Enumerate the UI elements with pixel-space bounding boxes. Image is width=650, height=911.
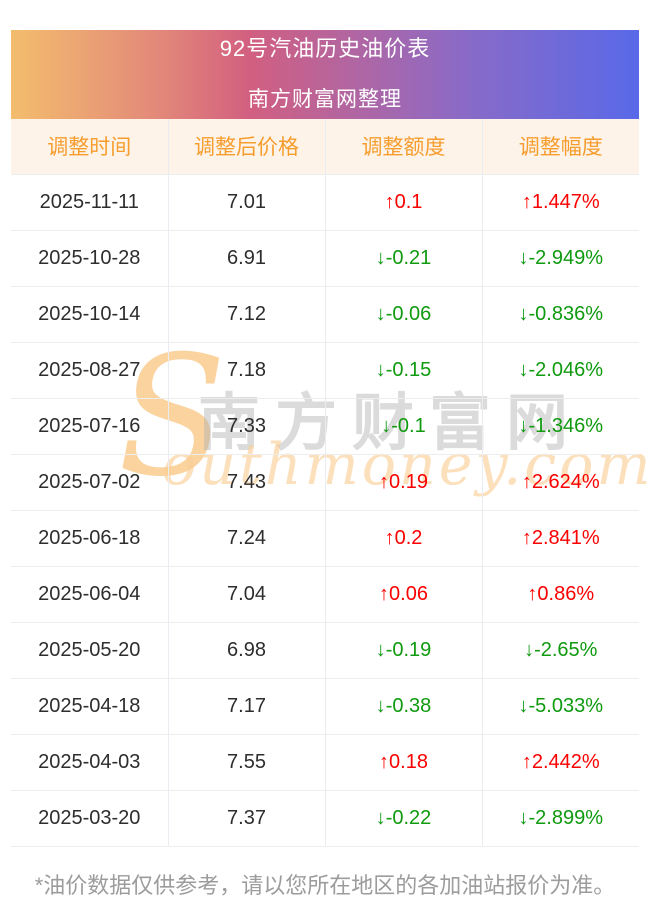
cell-price: 6.98 [167, 622, 325, 678]
footnote: *油价数据仅供参考，请以您所在地区的各加油站报价为准。 [34, 873, 616, 898]
cell-date: 2025-07-02 [38, 470, 141, 493]
cell-change: ↓-0.1 [324, 398, 482, 454]
cell-pct: ↓-2.65% [481, 622, 639, 678]
cell-price: 7.24 [167, 510, 325, 566]
cell-change: ↓-0.38 [324, 678, 482, 734]
table-row: 2025-07-02 7.43 ↑0.19 ↑2.624% [11, 454, 639, 510]
cell-price: 7.12 [167, 286, 325, 342]
cell-price: 7.04 [167, 566, 325, 622]
cell-price: 7.33 [167, 398, 325, 454]
column-header-date: 调整时间 [11, 119, 168, 174]
cell-pct: ↑2.624% [481, 454, 639, 510]
table-row: 2025-06-18 7.24 ↑0.2 ↑2.841% [11, 510, 639, 566]
cell-pct: ↓-2.899% [481, 790, 639, 846]
cell-pct: ↓-1.346% [481, 398, 639, 454]
cell-price: 7.55 [167, 734, 325, 790]
table-row: 2025-05-20 6.98 ↓-0.19 ↓-2.65% [11, 622, 639, 678]
cell-change: ↓-0.06 [324, 286, 482, 342]
cell-date: 2025-11-11 [39, 190, 139, 213]
cell-pct: ↓-2.949% [481, 230, 639, 286]
cell-change: ↓-0.21 [324, 230, 482, 286]
table-row: 2025-10-14 7.12 ↓-0.06 ↓-0.836% [11, 286, 639, 342]
cell-date: 2025-04-18 [38, 694, 141, 717]
column-header-change: 调整额度 [324, 119, 482, 174]
cell-change: ↓-0.19 [324, 622, 482, 678]
table-row: 2025-03-20 7.37 ↓-0.22 ↓-2.899% [11, 790, 639, 846]
table-body: 2025-11-11 7.01 ↑0.1 ↑1.447% 2025-10-28 6.91 ↓… [11, 174, 639, 846]
table-row: 2025-04-18 7.17 ↓-0.38 ↓-5.033% [11, 678, 639, 734]
page-title: 92号汽油历史油价表 [219, 35, 431, 61]
cell-change: ↑0.19 [324, 454, 482, 510]
cell-change: ↑0.18 [324, 734, 482, 790]
cell-change: ↑0.06 [324, 566, 482, 622]
cell-date: 2025-10-28 [38, 246, 141, 269]
cell-change: ↓-0.22 [324, 790, 482, 846]
cell-change: ↑0.2 [324, 510, 482, 566]
cell-date: 2025-04-03 [38, 750, 141, 773]
cell-pct: ↑1.447% [481, 174, 639, 230]
table-header: 调整时间 调整后价格 调整额度 调整幅度 [11, 119, 639, 174]
cell-pct: ↑0.86% [481, 566, 639, 622]
cell-date: 2025-08-27 [38, 358, 141, 381]
cell-pct: ↓-2.046% [481, 342, 639, 398]
table-row: 2025-06-04 7.04 ↑0.06 ↑0.86% [11, 566, 639, 622]
table-row: 2025-07-16 7.33 ↓-0.1 ↓-1.346% [11, 398, 639, 454]
page-subtitle: 南方财富网整理 [248, 87, 402, 111]
column-header-price: 调整后价格 [167, 119, 325, 174]
table-row: 2025-04-03 7.55 ↑0.18 ↑2.442% [11, 734, 639, 790]
cell-date: 2025-07-16 [38, 414, 141, 437]
table-row: 2025-11-11 7.01 ↑0.1 ↑1.447% [11, 174, 639, 230]
cell-date: 2025-05-20 [38, 638, 141, 661]
column-header-pct: 调整幅度 [481, 119, 639, 174]
oil-price-table: 调整时间 调整后价格 调整额度 调整幅度 2025-11-11 7.01 ↑0.1 ↑… [11, 119, 639, 847]
cell-price: 7.43 [167, 454, 325, 510]
cell-price: 7.01 [167, 174, 325, 230]
table-row: 2025-08-27 7.18 ↓-0.15 ↓-2.046% [11, 342, 639, 398]
cell-pct: ↑2.841% [481, 510, 639, 566]
cell-date: 2025-10-14 [38, 302, 141, 325]
cell-date: 2025-06-04 [38, 582, 141, 605]
cell-pct: ↓-0.836% [481, 286, 639, 342]
table-row: 2025-10-28 6.91 ↓-0.21 ↓-2.949% [11, 230, 639, 286]
cell-pct: ↓-5.033% [481, 678, 639, 734]
cell-date: 2025-06-18 [38, 526, 141, 549]
cell-price: 7.18 [167, 342, 325, 398]
cell-price: 7.37 [167, 790, 325, 846]
cell-price: 6.91 [167, 230, 325, 286]
cell-price: 7.17 [167, 678, 325, 734]
cell-change: ↓-0.15 [324, 342, 482, 398]
cell-date: 2025-03-20 [38, 806, 141, 829]
title-banner: 92号汽油历史油价表 南方财富网整理 [11, 30, 639, 119]
cell-pct: ↑2.442% [481, 734, 639, 790]
table-header-row: 调整时间 调整后价格 调整额度 调整幅度 [11, 119, 639, 174]
cell-change: ↑0.1 [324, 174, 482, 230]
